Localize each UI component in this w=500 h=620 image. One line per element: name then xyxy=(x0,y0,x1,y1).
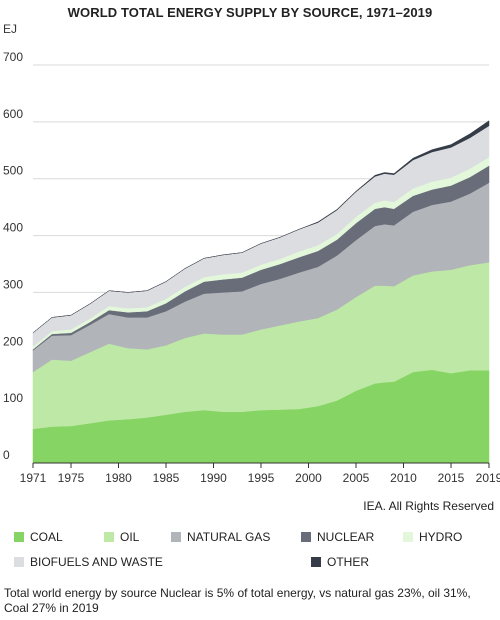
x-tick-label: 2000 xyxy=(295,471,322,485)
legend-label: COAL xyxy=(30,530,63,544)
x-tick-label: 1975 xyxy=(58,471,85,485)
legend-item: NATURAL GAS xyxy=(171,530,270,544)
legend-label: BIOFUELS AND WASTE xyxy=(30,555,163,569)
area-series-layer xyxy=(32,120,490,464)
x-tick-label: 2005 xyxy=(343,471,370,485)
legend-swatch xyxy=(301,532,311,542)
legend-swatch xyxy=(403,532,413,542)
legend-swatch xyxy=(104,532,114,542)
source-note: IEA. All Rights Reserved xyxy=(363,499,494,513)
x-tick-label: 1980 xyxy=(105,471,132,485)
legend-item: HYDRO xyxy=(403,530,462,544)
legend-label: NUCLEAR xyxy=(317,530,375,544)
legend-label: OIL xyxy=(120,530,140,544)
x-tick-label: 1995 xyxy=(248,471,275,485)
x-tick-label: 1971 xyxy=(20,471,47,485)
y-tick-label: 400 xyxy=(3,221,23,235)
legend-label: NATURAL GAS xyxy=(187,530,271,544)
legend-item: NUCLEAR xyxy=(301,530,374,544)
x-tick-label: 1990 xyxy=(200,471,227,485)
legend-item: BIOFUELS AND WASTE xyxy=(14,555,163,569)
legend-item: OTHER xyxy=(311,555,369,569)
legend-swatch xyxy=(14,557,24,567)
legend-label: OTHER xyxy=(327,555,369,569)
chart-canvas: 0 100 200 300 400 500 600 700 EJ 1971 1975 1980 1985… xyxy=(3,22,500,485)
legend-item: COAL xyxy=(14,530,63,544)
y-tick-label: 700 xyxy=(3,50,23,64)
x-tick-label: 2019 xyxy=(476,471,500,485)
y-tick-label: 600 xyxy=(3,107,23,121)
axes-layer: 0 100 200 300 400 500 600 700 EJ 1971 1975 1980 1985… xyxy=(3,22,500,485)
y-tick-label: 300 xyxy=(3,277,23,291)
x-tick-label: 2010 xyxy=(390,471,417,485)
y-axis-label: EJ xyxy=(3,22,17,36)
y-tick-label: 200 xyxy=(3,334,23,348)
legend-item: OIL xyxy=(104,530,139,544)
x-tick-label: 1985 xyxy=(153,471,180,485)
legend-swatch xyxy=(171,532,181,542)
area-series-other xyxy=(32,120,490,333)
x-tick-label: 2015 xyxy=(438,471,465,485)
caption: Total world energy by source Nuclear is … xyxy=(4,586,471,615)
chart-title: WORLD TOTAL ENERGY SUPPLY BY SOURCE, 197… xyxy=(67,5,433,20)
y-tick-label: 0 xyxy=(3,448,10,462)
legend-swatch xyxy=(311,557,321,567)
legend-swatch xyxy=(14,532,24,542)
y-tick-label: 500 xyxy=(3,164,23,178)
y-tick-label: 100 xyxy=(3,391,23,405)
legend-label: HYDRO xyxy=(419,530,463,544)
